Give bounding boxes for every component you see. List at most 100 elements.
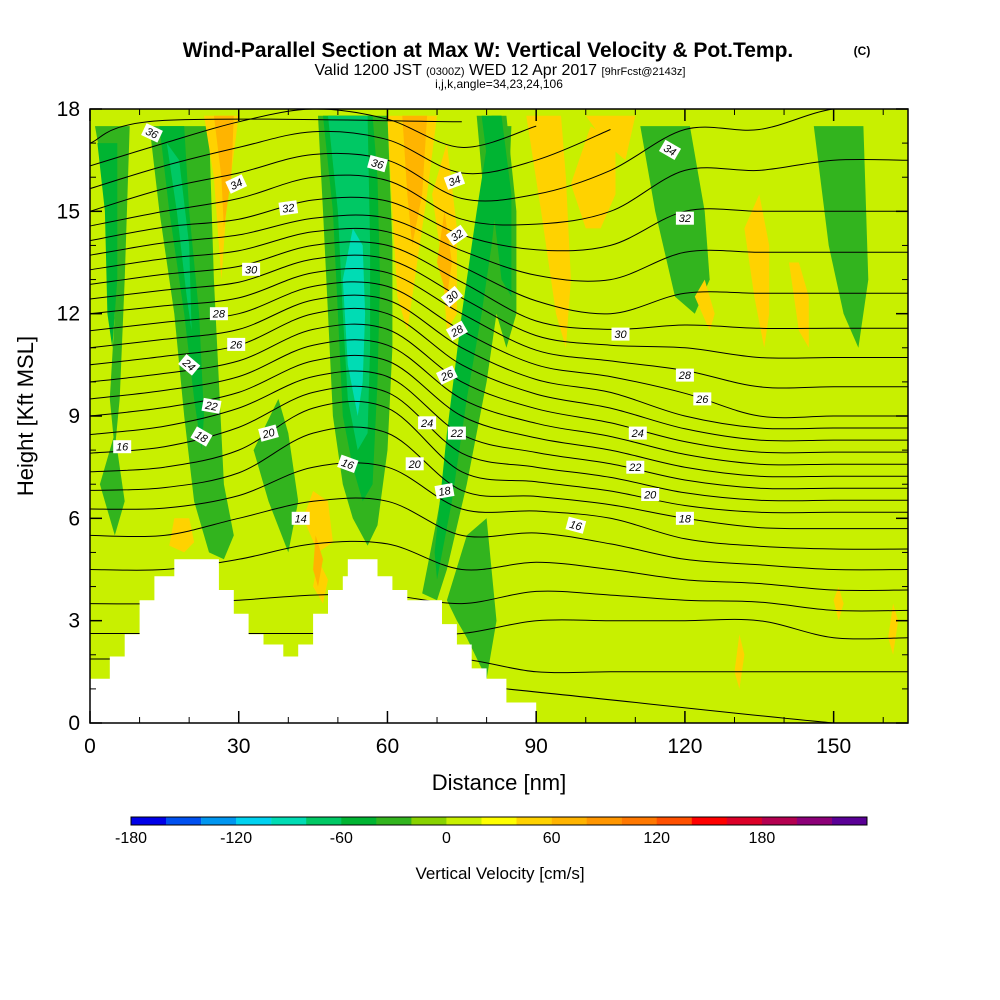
contour-label-box: [190, 426, 213, 447]
contour-label-14: 32: [445, 224, 469, 246]
w-region-60-3: [313, 535, 323, 587]
isentrope-18: [90, 400, 908, 514]
isentrope-17: [90, 426, 908, 530]
contour-label-12: 36: [367, 154, 388, 173]
x-tick-label: 0: [84, 735, 96, 758]
contour-label-text: 22: [628, 462, 641, 474]
isentrope-27: [90, 268, 908, 389]
colorbar-swatch: [621, 817, 657, 825]
chart-title: Wind-Parallel Section at Max W: Vertical…: [183, 39, 794, 62]
contour-label-box: [337, 454, 359, 473]
colorbar-label: Vertical Velocity [cm/s]: [415, 864, 584, 883]
contour-label-box: [278, 200, 299, 216]
contour-label-1: 34: [225, 174, 248, 194]
contour-label-10: 20: [258, 424, 279, 442]
contour-label-24: 32: [675, 211, 694, 225]
w-region-40-5: [585, 115, 636, 161]
colorbar-swatch: [551, 817, 587, 825]
contour-label-7: 22: [201, 397, 222, 414]
w-region--60-3: [434, 115, 502, 580]
contour-label-text: 32: [679, 213, 691, 225]
contour-label-box: [201, 397, 222, 414]
contour-label-text: 16: [568, 519, 584, 534]
x-axis: 0 30 60 90 120 150: [84, 109, 884, 758]
colorbar-tick-label: 180: [749, 830, 776, 847]
isentrope-23: [90, 323, 908, 454]
contour-label-text: 32: [282, 202, 296, 216]
contour-label-text: 22: [203, 400, 218, 414]
isentrope-34: [90, 109, 908, 212]
contour-label-13: 34: [443, 171, 466, 190]
contour-label-text: 32: [449, 228, 466, 245]
y-tick-label: 9: [68, 405, 80, 428]
contour-label-box: [443, 171, 466, 190]
contour-label-text: 30: [245, 264, 258, 276]
contour-label-box: [675, 368, 694, 382]
y-tick-label: 3: [68, 610, 80, 633]
contour-labels: 3634323028262422181620143634323028262422…: [113, 123, 712, 534]
contour-label-box: [291, 511, 310, 525]
w-region--40-7: [640, 126, 710, 314]
w-region--100-0: [342, 228, 366, 416]
contour-label-text: 24: [420, 418, 433, 430]
w-region--60-4: [481, 115, 512, 297]
isentrope-31: [90, 214, 908, 282]
colorbar-swatch: [341, 817, 377, 825]
contour-label-26: 28: [675, 368, 694, 382]
contour-label-text: 34: [229, 177, 245, 193]
contour-label-text: 20: [408, 459, 422, 471]
contour-label-text: 36: [370, 157, 386, 172]
colorbar-swatch: [481, 817, 517, 825]
colorbar-tick-label: -180: [115, 830, 147, 847]
contour-label-text: 24: [631, 428, 644, 440]
colorbar-swatch: [832, 817, 868, 825]
colorbar-swatch: [656, 817, 692, 825]
colorbar-swatch: [691, 817, 728, 825]
isentrope-28: [90, 254, 908, 359]
subtitle-zulu: (0300Z): [426, 66, 465, 78]
contour-label-box: [626, 460, 645, 474]
w-region-40-8: [789, 262, 809, 348]
colorbar-swatch: [376, 817, 412, 825]
subtitle-valid: Valid 1200 JST: [315, 62, 423, 79]
isentrope-20: [90, 370, 908, 490]
isentrope-36: [90, 109, 537, 167]
subtitle-fcst: [9hrFcst@2143z]: [602, 66, 686, 78]
w-region-40-3: [526, 115, 571, 348]
plot-area: 3634323028262422181620143634323028262422…: [90, 109, 908, 723]
contour-label-2: 32: [278, 200, 299, 216]
colorbar-tick-label: 0: [442, 830, 451, 847]
colorbar-swatch: [446, 817, 482, 825]
contour-label-text: 26: [695, 394, 709, 406]
w-region-40-13: [833, 586, 844, 621]
contour-label-box: [445, 320, 468, 341]
contour-label-box: [141, 123, 163, 143]
contour-label-box: [641, 488, 660, 501]
contour-label-box: [227, 337, 246, 351]
isentrope-21: [90, 354, 908, 478]
contour-label-box: [242, 262, 261, 276]
contour-label-11: 14: [291, 511, 310, 525]
colorbar-tick-label: 120: [643, 830, 670, 847]
contour-label-19: 22: [447, 426, 466, 440]
colorbar-swatch: [306, 817, 342, 825]
x-tick-label: 60: [376, 735, 399, 758]
isentrope-22: [90, 339, 908, 466]
contour-label-text: 26: [438, 368, 456, 385]
y-axis-label: Height [Kft MSL]: [13, 336, 38, 496]
contour-label-box: [447, 426, 466, 440]
contour-label-29: 22: [626, 460, 645, 474]
contour-label-30: 20: [641, 488, 660, 502]
w-region-40-10: [303, 491, 333, 553]
colorbar-swatch: [586, 817, 622, 825]
isentrope-32: [90, 196, 908, 252]
contour-label-box: [367, 154, 388, 173]
contour-label-box: [693, 392, 712, 406]
colorbar-swatch: [516, 817, 552, 825]
colorbar-swatch: [201, 817, 237, 825]
contour-label-8: 18: [190, 426, 213, 447]
contour-label-box: [675, 511, 694, 525]
colorbar-swatch: [796, 817, 833, 825]
colorbar-tick-label: -60: [330, 830, 353, 847]
y-tick-label: 15: [57, 200, 80, 223]
